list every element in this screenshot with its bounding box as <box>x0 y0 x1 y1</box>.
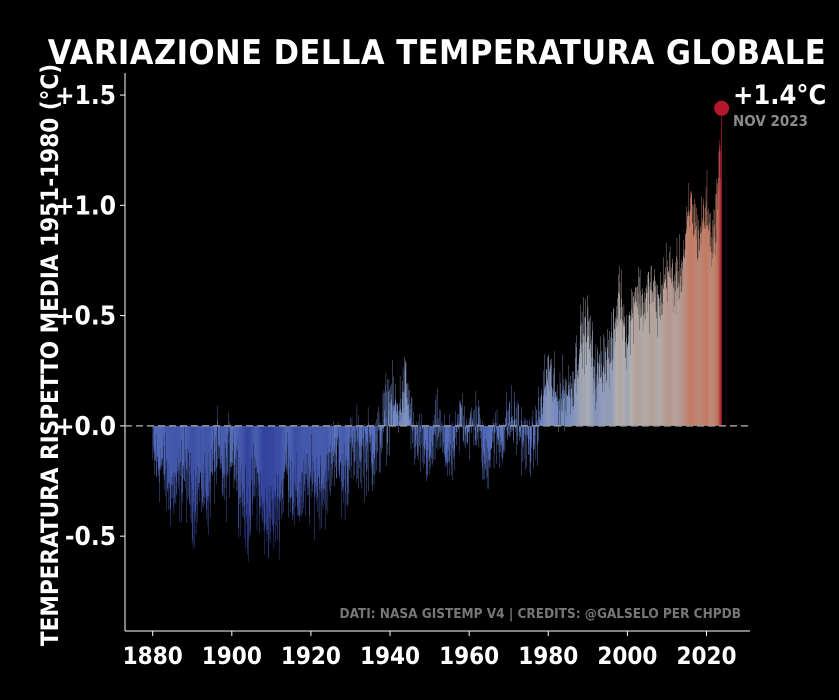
x-tick-label: 1940 <box>360 642 420 670</box>
x-tick-label: 2000 <box>597 642 657 670</box>
bars-group <box>152 108 722 562</box>
y-axis-label: TEMPERATURA RISPETTO MEDIA 1951-1980 (°C… <box>36 64 64 646</box>
x-tick-label: 1920 <box>281 642 341 670</box>
y-tick-label: +0.0 <box>55 412 116 442</box>
x-tick-label: 1980 <box>518 642 578 670</box>
y-tick-label: -0.5 <box>65 522 116 552</box>
axes-group: +1.5 +1.0 +0.5 +0.0 -0.5 1880 1900 1920 1940 1960… <box>55 73 750 670</box>
y-tick-label: +1.5 <box>55 81 116 111</box>
highlight-value-label: +1.4°C <box>733 80 826 111</box>
highlight-marker <box>714 100 730 116</box>
x-tick-label: 1960 <box>439 642 499 670</box>
x-tick-label: 1900 <box>202 642 262 670</box>
x-tick-label: 1880 <box>123 642 183 670</box>
y-tick-label: +1.0 <box>55 191 116 221</box>
credits-note: DATI: NASA GISTEMP V4 | CREDITS: @GALSEL… <box>339 606 741 622</box>
x-tick-label: 2020 <box>676 642 736 670</box>
chart-title: VARIAZIONE DELLA TEMPERATURA GLOBALE <box>48 33 826 73</box>
y-tick-label: +0.5 <box>55 302 116 332</box>
highlight-date-label: NOV 2023 <box>733 112 808 130</box>
